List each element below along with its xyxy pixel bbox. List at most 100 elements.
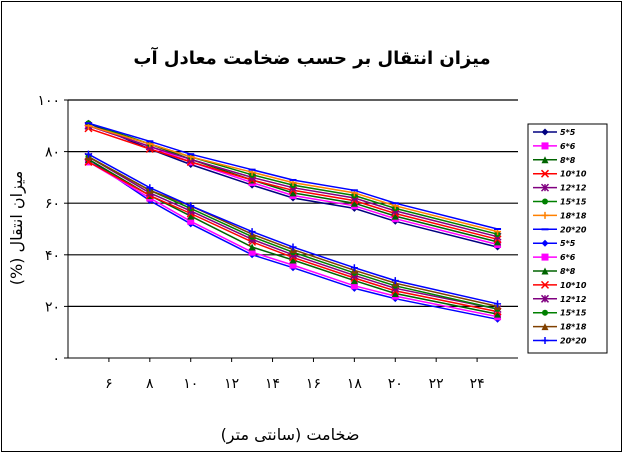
legend-entry: 15*15 [533,309,587,318]
data-point [289,243,297,251]
data-point [350,282,358,290]
legend-entry: 20*20 [533,337,587,346]
x-tick-label: ۲۲ [429,376,444,392]
data-point [248,243,256,251]
data-point [494,238,502,246]
legend-label: 12*12 [560,184,587,193]
data-point [494,310,502,318]
data-point [541,239,549,247]
series-line [88,125,498,238]
legend-label: 15*15 [560,198,587,207]
legend-entry: 6*6 [533,253,576,262]
legend-label: 5*5 [560,239,576,248]
legend-label: 8*8 [560,267,576,276]
series-line [88,161,498,318]
data-point [540,183,550,192]
series-line [88,122,498,235]
x-tick-label: ۱۴ [265,376,280,392]
x-ticks: ۶ ۸ ۱۰ ۱۲ ۱۴ ۱۶ ۱۸ ۲۰ ۲۲ ۲۴ [68,357,518,392]
series-line [88,125,498,233]
data-point [391,212,399,220]
data-point [350,264,358,272]
x-tick-label: ۲۴ [470,376,485,392]
legend-label: 18*18 [560,323,587,332]
legend-entry: 18*18 [533,211,587,220]
y-tick-label: ۱۰۰ [37,93,60,109]
legend-label: 6*6 [560,142,576,151]
legend-entry: 12*12 [533,183,587,193]
legend-entry: 8*8 [533,267,576,276]
legend-entry: 15*15 [533,198,587,207]
data-point [540,280,550,289]
series-line [88,158,498,321]
series-line [88,153,498,305]
data-point [541,142,549,150]
legend-label: 10*10 [560,281,587,290]
data-point [541,337,549,344]
y-tick-label: ۲۰ [45,299,60,315]
series-lines [84,119,502,323]
data-point [541,323,549,331]
series-line [88,161,498,313]
legend-label: 20*20 [560,337,587,346]
data-point [187,217,195,225]
series-6 [85,120,501,238]
data-point [540,294,550,303]
legend-entry: 18*18 [533,323,587,332]
legend-label: 20*20 [560,225,587,234]
x-axis-label: ضخامت (سانتی متر) [221,425,360,445]
series-line [88,127,498,241]
series-7 [84,122,502,236]
data-point [350,199,358,207]
series-8 [84,122,502,230]
y-axis-label: میزان انتقال (%) [7,171,27,286]
data-point [248,248,256,256]
data-point [541,156,549,164]
legend: 5*5 6*6 8*8 10*10 12*12 15*15 18*18 20*20 5*5 6*6… [533,128,587,346]
data-point [289,261,297,269]
data-point [540,169,550,178]
legend-label: 12*12 [560,295,587,304]
data-point [187,202,195,210]
data-point [187,212,195,220]
x-tick-label: ۱۸ [347,376,363,392]
legend-entry: 10*10 [533,169,587,179]
legend-entry: 6*6 [533,142,576,151]
data-point [541,253,549,261]
legend-entry: 8*8 [533,156,576,165]
x-tick-label: ۲۰ [388,376,403,392]
legend-entry: 5*5 [533,128,576,137]
y-tick-label: ۸۰ [45,145,60,161]
chart-title: میزان انتقال بر حسب ضخامت معادل آب [133,46,490,69]
data-point [146,184,154,192]
x-tick-label: ۸ [146,376,154,392]
data-point [494,300,502,308]
data-point [542,309,548,316]
y-tick-label: ۴۰ [45,248,60,264]
y-ticks: ۰ ۲۰ ۴۰ ۶۰ ۸۰ ۱۰۰ [37,93,69,367]
data-point [248,228,256,236]
legend-label: 8*8 [560,156,576,165]
x-tick-label: ۱۶ [306,376,321,392]
gridlines [68,99,518,307]
data-point [391,277,399,285]
data-point [541,267,549,275]
data-point [350,277,358,285]
series-16 [84,150,502,308]
legend-label: 5*5 [560,128,576,137]
data-point [541,211,549,219]
data-point [289,256,297,264]
data-point [289,189,297,197]
legend-entry: 10*10 [533,280,587,290]
series-line [88,156,498,308]
y-tick-label: ۰ [52,351,60,367]
legend-entry: 20*20 [533,225,587,234]
legend-label: 15*15 [560,309,587,318]
x-tick-label: ۱۰ [183,376,198,392]
legend-entry: 5*5 [533,239,576,248]
data-point [391,290,399,297]
x-tick-label: ۱۲ [224,376,239,392]
legend-entry: 12*12 [533,294,587,304]
